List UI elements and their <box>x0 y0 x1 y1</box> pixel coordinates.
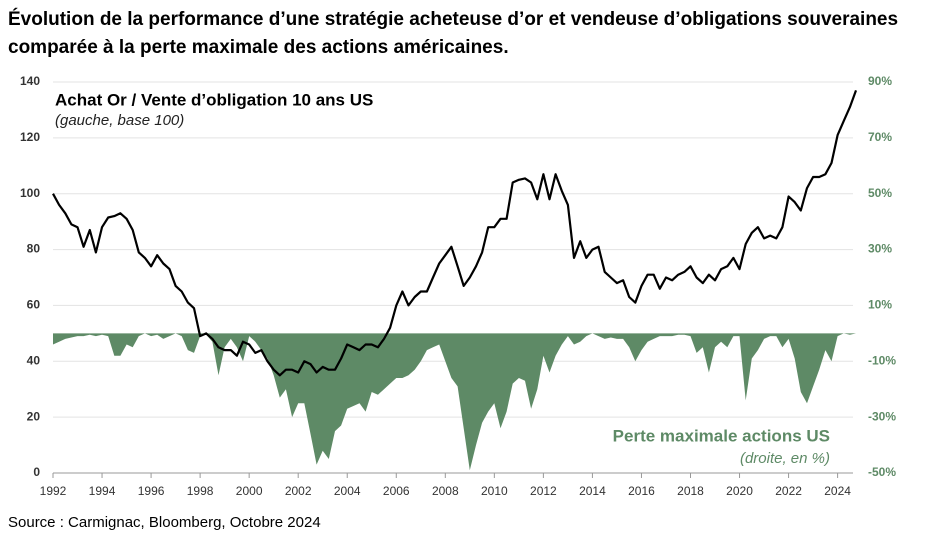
x-tick-label: 2004 <box>334 484 361 498</box>
y2-tick-label: -50% <box>868 465 896 479</box>
y2-tick-label: 10% <box>868 298 892 312</box>
x-tick-label: 2010 <box>481 484 508 498</box>
performance-line <box>52 90 858 377</box>
drawdown-area <box>53 333 856 471</box>
y-tick-label: 40 <box>27 353 41 367</box>
x-tick-label: 2012 <box>530 484 557 498</box>
y-tick-label: 60 <box>27 298 41 312</box>
legend-note: (droite, en %) <box>740 450 830 467</box>
chart-title: Évolution de la performance d’une straté… <box>8 9 899 58</box>
y2-tick-label: 30% <box>868 242 892 256</box>
y-tick-label: 80 <box>27 242 41 256</box>
y-tick-label: 0 <box>33 465 40 479</box>
x-tick-label: 1994 <box>89 484 116 498</box>
y2-tick-label: -10% <box>868 353 896 367</box>
y2-tick-label: 90% <box>868 74 892 88</box>
x-tick-label: 2020 <box>726 484 753 498</box>
x-tick-label: 2002 <box>285 484 312 498</box>
x-tick-label: 2022 <box>775 484 802 498</box>
x-tick-label: 2024 <box>824 484 851 498</box>
legend-label: Perte maximale actions US <box>613 426 830 445</box>
y-tick-label: 100 <box>20 186 40 200</box>
x-tick-label: 2016 <box>628 484 655 498</box>
y2-tick-label: 70% <box>868 130 892 144</box>
source: Source : Carmignac, Bloomberg, Octobre 2… <box>8 514 321 531</box>
x-tick-label: 2014 <box>579 484 606 498</box>
x-tick-label: 2006 <box>383 484 410 498</box>
x-tick-label: 2008 <box>432 484 459 498</box>
x-tick-label: 1998 <box>187 484 214 498</box>
legend-note: (gauche, base 100) <box>55 112 184 129</box>
x-tick-label: 2000 <box>236 484 263 498</box>
x-tick-label: 1992 <box>40 484 67 498</box>
y-tick-label: 140 <box>20 74 40 88</box>
legend-label: Achat Or / Vente d’obligation 10 ans US <box>55 90 373 109</box>
plot <box>52 81 858 474</box>
x-tick-label: 2018 <box>677 484 704 498</box>
y2-tick-label: -30% <box>868 409 896 423</box>
y2-tick-label: 50% <box>868 186 892 200</box>
y-tick-label: 120 <box>20 130 40 144</box>
y-tick-label: 20 <box>27 409 41 423</box>
x-tick-label: 1996 <box>138 484 165 498</box>
